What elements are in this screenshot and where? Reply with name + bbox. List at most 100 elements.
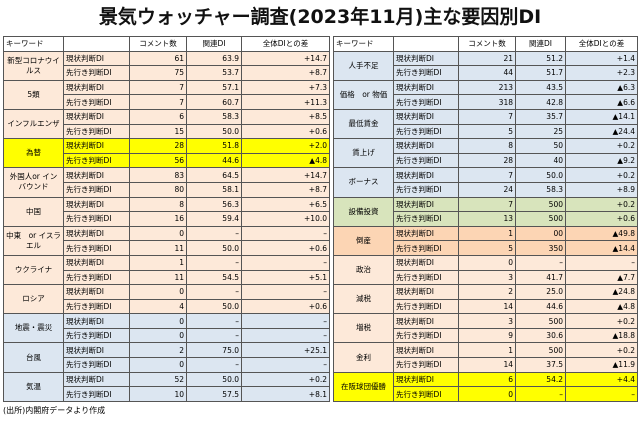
di-cell: –: [186, 225, 242, 242]
diff-cell: +2.0: [241, 138, 330, 154]
di-cell: 51.8: [186, 138, 242, 154]
diff-cell: –: [565, 386, 638, 402]
data-row: 賃上げ 現状判断DI 8 50 +0.2: [333, 138, 638, 169]
data-row: 先行き判断DI 80 58.1 +8.7: [3, 181, 330, 198]
header-cell: 関連DI: [186, 36, 242, 52]
count-cell: 13: [458, 211, 516, 227]
di-cell: –: [186, 357, 242, 373]
keyword-cell: ボーナス: [333, 167, 394, 198]
di-cell: 51.2: [515, 50, 566, 67]
diff-cell: +10.0: [241, 211, 330, 227]
di-cell: 50.0: [186, 123, 242, 140]
type-cell: 先行き判断DI: [393, 211, 459, 227]
diff-cell: +0.2: [565, 313, 638, 329]
di-cell: 500: [515, 313, 566, 329]
diff-cell: –: [241, 357, 330, 373]
diff-cell: +8.5: [241, 108, 330, 125]
count-cell: 8: [129, 196, 187, 213]
count-cell: 14: [458, 298, 516, 315]
keyword-cell: 増税: [333, 313, 394, 344]
di-cell: 50: [515, 138, 566, 154]
type-cell: 現状判断DI: [393, 284, 459, 300]
type-cell: 現状判断DI: [393, 254, 459, 271]
header-cell: キーワード: [3, 36, 64, 52]
type-cell: 現状判断DI: [63, 196, 130, 213]
diff-cell: +11.3: [241, 94, 330, 110]
di-cell: 43.5: [515, 79, 566, 96]
type-cell: 現状判断DI: [393, 79, 459, 96]
keyword-cell: 中国: [3, 196, 64, 227]
count-cell: 0: [129, 357, 187, 373]
type-cell: 現状判断DI: [393, 225, 459, 242]
count-cell: 213: [458, 79, 516, 96]
diff-cell: ▲14.4: [565, 240, 638, 256]
data-row: 増税 現状判断DI 3 500 +0.2: [333, 313, 638, 344]
type-cell: 現状判断DI: [393, 342, 459, 359]
type-cell: 現状判断DI: [63, 371, 130, 388]
keyword-cell: 5類: [3, 79, 64, 110]
di-cell: 00: [515, 225, 566, 242]
diff-cell: +0.2: [565, 196, 638, 213]
diff-cell: –: [241, 313, 330, 329]
diff-cell: –: [241, 254, 330, 271]
diff-cell: +0.6: [241, 298, 330, 315]
di-cell: 50.0: [515, 167, 566, 183]
di-cell: 41.7: [515, 269, 566, 286]
header-row: キーワード コメント数 関連DI 全体DIとの差: [3, 36, 330, 52]
count-cell: 5: [458, 123, 516, 140]
count-cell: 11: [129, 240, 187, 256]
diff-cell: +8.7: [241, 181, 330, 198]
data-row: 先行き判断DI 11 54.5 +5.1: [3, 269, 330, 286]
header-cell: [393, 36, 459, 52]
di-cell: 53.7: [186, 65, 242, 81]
keyword-cell: 地震・震災: [3, 313, 64, 344]
type-cell: 現状判断DI: [393, 167, 459, 183]
count-cell: 2: [129, 342, 187, 359]
type-cell: 現状判断DI: [393, 371, 459, 388]
diff-cell: –: [241, 327, 330, 344]
data-row: 地震・震災 現状判断DI 0– –: [3, 313, 330, 344]
count-cell: 10: [129, 386, 187, 402]
count-cell: 14: [458, 357, 516, 373]
di-cell: 63.9: [186, 50, 242, 67]
data-row: インフルエンザ 現状判断DI 6 58.3 +8.5: [3, 108, 330, 140]
di-cell: –: [186, 284, 242, 300]
type-cell: 現状判断DI: [393, 108, 459, 125]
data-row: 台風 現状判断DI 2 75.0 +25.1: [3, 342, 330, 373]
data-row: 価格 or 物価 現状判断DI 213 43.5 ▲6.3: [333, 79, 638, 110]
count-cell: 28: [129, 138, 187, 154]
header-cell: 全体DIとの差: [565, 36, 638, 52]
data-row: 5類 現状判断DI 7 57.1 +7.3: [3, 79, 330, 110]
table-right: キーワード コメント数 関連DI 全体DIとの差 人手不足 現状判断DI 21 51.2 +1.…: [333, 36, 638, 402]
di-cell: 58.3: [515, 181, 566, 198]
di-cell: –: [186, 313, 242, 329]
count-cell: 6: [458, 371, 516, 388]
keyword-cell: 新型コロナウイルス: [3, 50, 64, 81]
data-row: 先行き判断DI 5 350 ▲14.4: [333, 240, 638, 256]
count-cell: 7: [458, 167, 516, 183]
keyword-cell: 金利: [333, 342, 394, 373]
di-cell: 50.0: [186, 371, 242, 388]
data-row: 減税 現状判断DI 2 25.0 ▲24.8: [333, 284, 638, 315]
type-cell: 先行き判断DI: [63, 94, 130, 110]
keyword-cell: 賃上げ: [333, 138, 394, 169]
count-cell: 5: [458, 240, 516, 256]
type-cell: 現状判断DI: [393, 196, 459, 213]
count-cell: 28: [458, 152, 516, 169]
type-cell: 先行き判断DI: [63, 211, 130, 227]
diff-cell: +1.4: [565, 50, 638, 67]
type-cell: 現状判断DI: [63, 313, 130, 329]
count-cell: 0: [458, 254, 516, 271]
di-cell: 51.7: [515, 65, 566, 81]
data-row: 先行き判断DI 0– –: [3, 357, 330, 373]
keyword-cell: ロシア: [3, 284, 64, 315]
header-cell: 全体DIとの差: [241, 36, 330, 52]
type-cell: 先行き判断DI: [393, 327, 459, 344]
diff-cell: –: [565, 254, 638, 271]
diff-cell: +6.5: [241, 196, 330, 213]
keyword-cell: 在阪球団優勝: [333, 371, 394, 402]
keyword-cell: 減税: [333, 284, 394, 315]
count-cell: 7: [129, 79, 187, 96]
type-cell: 先行き判断DI: [63, 240, 130, 256]
diff-cell: +8.1: [241, 386, 330, 402]
